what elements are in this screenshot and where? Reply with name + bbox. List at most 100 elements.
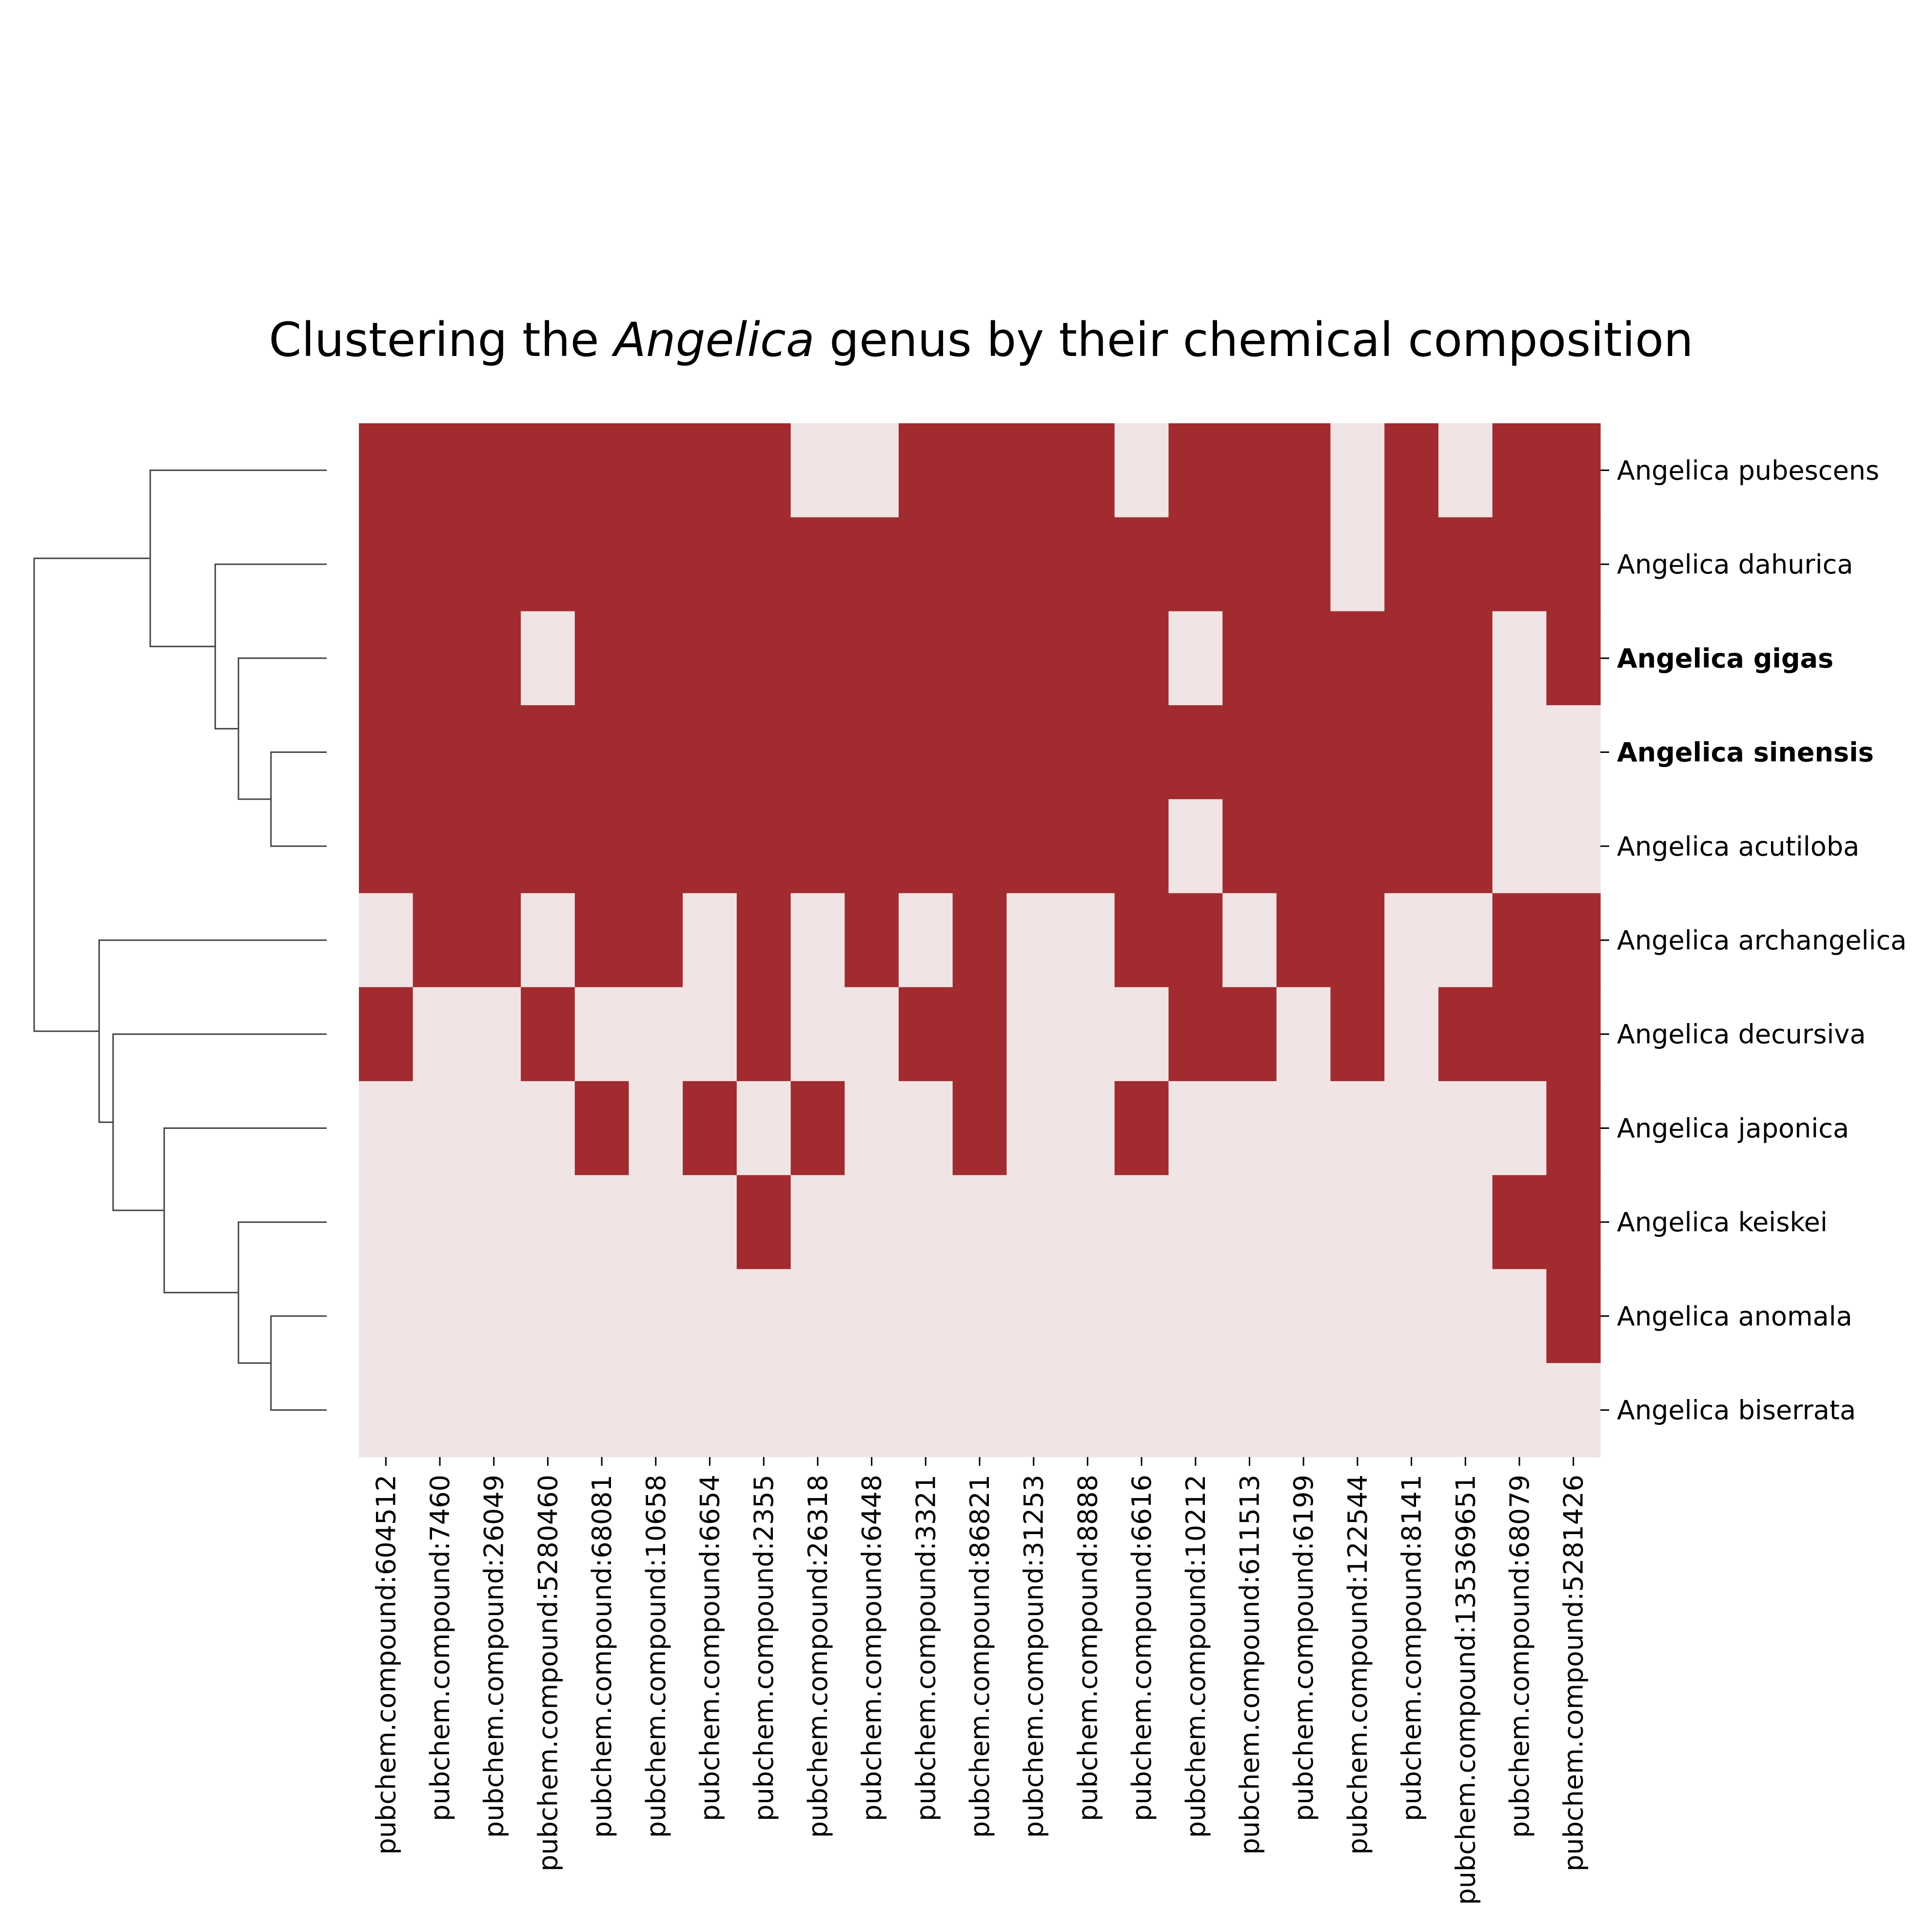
heatmap-cell [952, 1363, 1007, 1458]
heatmap-cell [1276, 893, 1331, 987]
heatmap-cell [845, 1269, 899, 1363]
heatmap-cell [1114, 1175, 1169, 1270]
heatmap-cell [1006, 799, 1061, 894]
heatmap-cell [521, 893, 575, 987]
heatmap-cell [1330, 611, 1385, 706]
heatmap-cell [1492, 987, 1547, 1082]
heatmap-cell [359, 987, 413, 1082]
heatmap-cell [1546, 893, 1601, 987]
heatmap-cell [629, 799, 683, 894]
heatmap-cell [845, 799, 899, 894]
row-label: Angelica japonica [1617, 1113, 1849, 1143]
col-label: pubchem.compound:6199 [1288, 1475, 1319, 1821]
heatmap-cell [736, 799, 791, 894]
col-label: pubchem.compound:3321 [910, 1475, 941, 1821]
heatmap-cell [1168, 517, 1223, 612]
heatmap-cell [521, 517, 575, 612]
heatmap-cell [521, 1081, 575, 1176]
heatmap-cell [413, 705, 467, 800]
heatmap-cell [952, 517, 1007, 612]
heatmap-cell [1168, 1269, 1223, 1363]
heatmap-cell [683, 1269, 737, 1363]
chart-title-genus: Angelica [611, 313, 814, 367]
heatmap-cell [521, 987, 575, 1082]
heatmap-cell [574, 705, 630, 800]
row-label: Angelica sinensis [1617, 737, 1874, 768]
row-dendrogram [33, 469, 327, 1411]
heatmap-cell [1061, 611, 1115, 706]
heatmap-cell [1006, 1081, 1061, 1176]
heatmap-cell [790, 1363, 845, 1458]
heatmap-cell [1492, 1269, 1547, 1363]
row-label: Angelica biserrata [1617, 1395, 1856, 1426]
heatmap-cell [1384, 705, 1439, 800]
heatmap-cell [1330, 1269, 1385, 1363]
heatmap-cell [1222, 517, 1277, 612]
heatmap-cell [736, 611, 791, 706]
heatmap-cell [790, 705, 845, 800]
chart-title-suffix: genus by their chemical composition [815, 313, 1693, 367]
heatmap-cell [736, 1363, 791, 1458]
heatmap-cell [1384, 1269, 1439, 1363]
heatmap-cell [1492, 611, 1547, 706]
heatmap-cell [898, 705, 953, 800]
heatmap-cell [952, 705, 1007, 800]
heatmap-cell [845, 893, 899, 987]
heatmap-cell [413, 987, 467, 1082]
heatmap-cell [1330, 799, 1385, 894]
heatmap-cell [1546, 987, 1601, 1082]
heatmap-cell [574, 1081, 630, 1176]
col-label: pubchem.compound:2355 [748, 1475, 779, 1821]
col-label: pubchem.compound:5280460 [532, 1475, 563, 1872]
heatmap-cell [898, 1175, 953, 1270]
heatmap-cell [845, 1363, 899, 1458]
heatmap-cell [574, 517, 630, 612]
heatmap-cell [1222, 611, 1277, 706]
heatmap-cell [467, 423, 521, 518]
heatmap-cell [1168, 705, 1223, 800]
heatmap-cell [1438, 799, 1493, 894]
heatmap-cell [521, 611, 575, 706]
heatmap-cell [521, 1269, 575, 1363]
heatmap-cell [467, 517, 521, 612]
heatmap-cell [952, 1175, 1007, 1270]
row-label: Angelica pubescens [1617, 455, 1879, 486]
heatmap-cell [1546, 705, 1601, 800]
heatmap-cell [683, 1175, 737, 1270]
heatmap-cell [1492, 893, 1547, 987]
heatmap-cell [1114, 893, 1169, 987]
chart-title-prefix: Clustering the [269, 313, 614, 367]
heatmap-cell [359, 423, 413, 518]
heatmap-cell [845, 987, 899, 1082]
heatmap-cell [1546, 1363, 1601, 1458]
heatmap-cell [413, 517, 467, 612]
heatmap-cell [1114, 1269, 1169, 1363]
heatmap-cell [1061, 705, 1115, 800]
heatmap-cell [1492, 423, 1547, 518]
heatmap-cell [1006, 705, 1061, 800]
heatmap-cell [1492, 705, 1547, 800]
heatmap-cell [790, 893, 845, 987]
col-label: pubchem.compound:31253 [1019, 1475, 1049, 1838]
heatmap-cell [1492, 1081, 1547, 1176]
heatmap-cell [1438, 705, 1493, 800]
heatmap-cell [1384, 517, 1439, 612]
heatmap-cell [1114, 423, 1169, 518]
heatmap-cell [1222, 1269, 1277, 1363]
heatmap-cell [1006, 987, 1061, 1082]
heatmap-cell [683, 423, 737, 518]
heatmap-cell [359, 1269, 413, 1363]
heatmap-cell [898, 893, 953, 987]
heatmap-cell [952, 893, 1007, 987]
heatmap-cell [359, 517, 413, 612]
heatmap-cell [1438, 1269, 1493, 1363]
heatmap-cell [1168, 423, 1223, 518]
heatmap-cell [413, 1269, 467, 1363]
heatmap-cell [683, 799, 737, 894]
heatmap-cell [629, 611, 683, 706]
heatmap-cell [1330, 517, 1385, 612]
heatmap-cell [683, 1081, 737, 1176]
col-label: pubchem.compound:135369651 [1450, 1475, 1481, 1905]
heatmap-cell [1061, 1269, 1115, 1363]
